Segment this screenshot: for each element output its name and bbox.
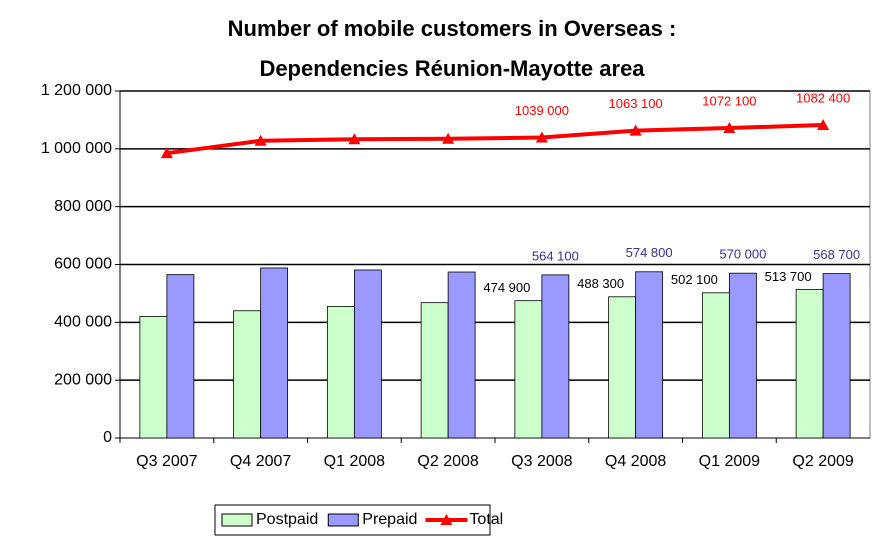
data-label: 1072 100 [702, 93, 756, 108]
x-tick-label: Q1 2009 [699, 453, 760, 470]
y-tick-label: 0 [103, 429, 112, 446]
bar [260, 267, 289, 439]
marker [254, 134, 267, 146]
bar [635, 271, 664, 439]
bar [420, 302, 449, 439]
bar [701, 292, 730, 439]
y-tick-label: 1 000 000 [41, 140, 112, 157]
marker [442, 132, 455, 144]
bar [139, 316, 168, 439]
legend-swatch [440, 514, 453, 525]
legend-swatch [327, 513, 359, 527]
legend-swatch [221, 513, 253, 527]
y-tick-label: 400 000 [54, 314, 112, 331]
data-label: 488 300 [577, 276, 624, 291]
bar [326, 306, 355, 439]
data-label: 502 100 [671, 272, 718, 287]
data-label: 574 800 [626, 245, 673, 260]
x-tick-label: Q4 2007 [230, 453, 291, 470]
bar [795, 289, 824, 439]
chart-title: Dependencies Réunion-Mayotte area [259, 56, 645, 81]
data-label: 474 900 [483, 280, 530, 295]
marker [723, 121, 736, 133]
marker [817, 119, 830, 131]
data-label: 568 700 [813, 247, 860, 262]
data-label: 570 000 [719, 247, 766, 262]
data-label: 1063 100 [609, 96, 663, 111]
x-tick-label: Q2 2009 [792, 453, 853, 470]
x-tick-label: Q2 2008 [417, 453, 478, 470]
data-label: 513 700 [765, 269, 812, 284]
x-tick-label: Q3 2008 [511, 453, 572, 470]
legend-label: Total [469, 511, 503, 528]
marker [629, 124, 642, 136]
marker [160, 147, 173, 159]
bar [447, 271, 476, 439]
bar [514, 300, 543, 439]
legend-label: Postpaid [256, 511, 318, 528]
marker [535, 131, 548, 143]
chart-title: Number of mobile customers in Overseas : [228, 16, 677, 41]
bar [541, 274, 570, 439]
y-tick-label: 1 200 000 [41, 82, 112, 99]
bar [822, 273, 851, 439]
x-tick-label: Q3 2007 [136, 453, 197, 470]
bar [233, 310, 262, 439]
legend-label: Prepaid [362, 511, 417, 528]
marker [348, 133, 361, 145]
x-tick-label: Q4 2008 [605, 453, 666, 470]
bar [166, 274, 195, 439]
data-label: 564 100 [532, 248, 579, 263]
bar [353, 269, 382, 439]
y-tick-label: 200 000 [54, 371, 112, 388]
bar [608, 296, 637, 439]
data-label: 1039 000 [515, 103, 569, 118]
y-tick-label: 800 000 [54, 198, 112, 215]
data-label: 1082 400 [796, 90, 850, 105]
line [166, 123, 824, 156]
x-tick-label: Q1 2008 [324, 453, 385, 470]
y-tick-label: 600 000 [54, 256, 112, 273]
bar [728, 272, 757, 439]
